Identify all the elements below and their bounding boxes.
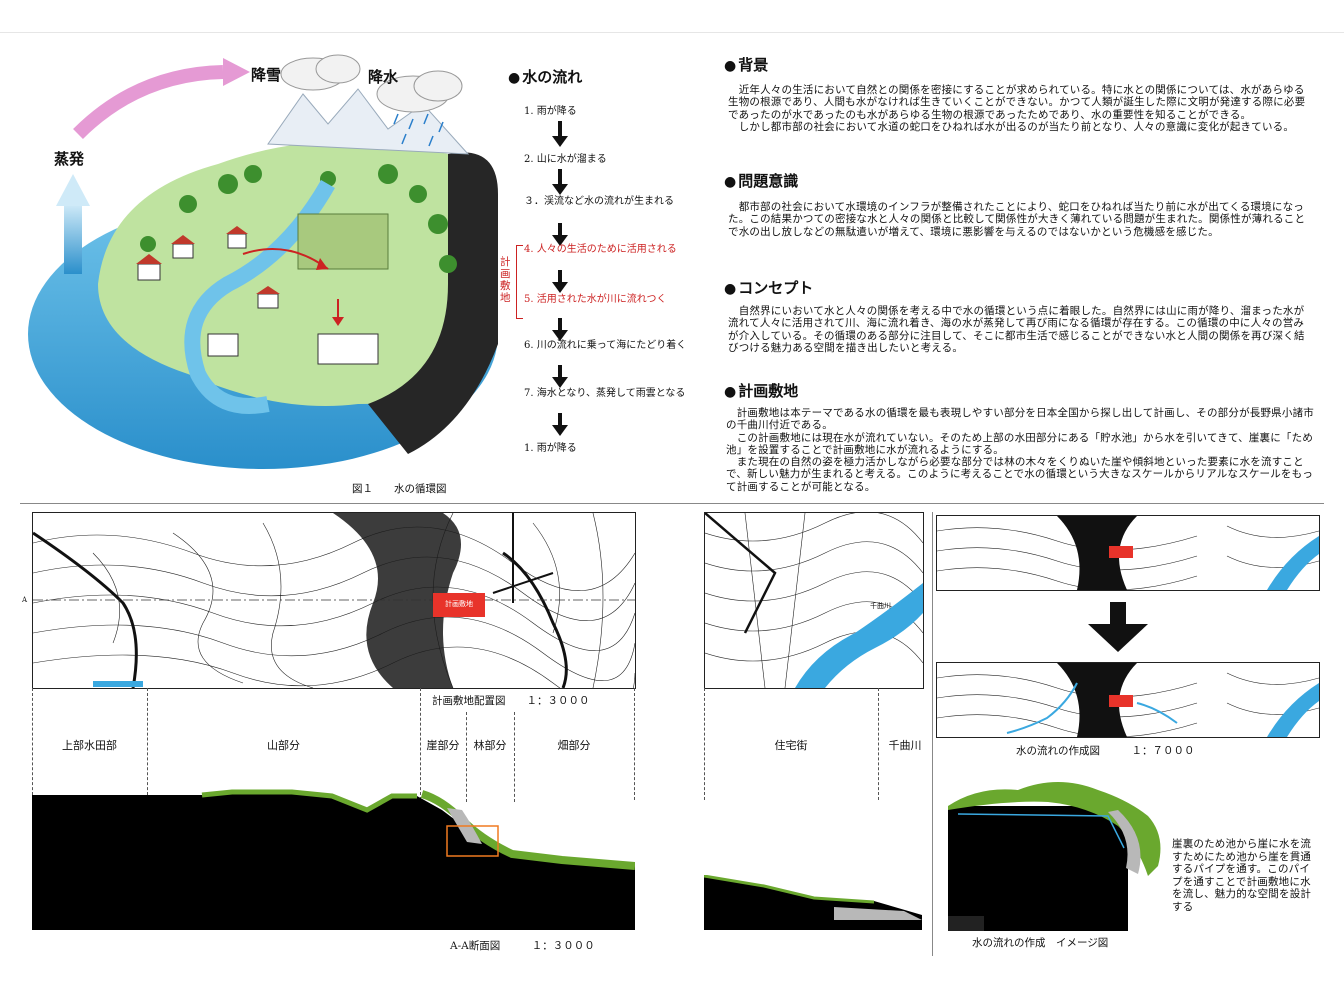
bullet-icon: ● — [724, 281, 737, 297]
snow-label: 降雪 — [251, 66, 282, 84]
flow-step-5: 5. 活用された水が川に流れつく — [524, 294, 667, 305]
zone-divider — [420, 688, 422, 800]
rain-label: 降水 — [368, 68, 399, 86]
flow-step-1: 1. 雨が降る — [524, 106, 577, 117]
issue-title-text: 問題意識 — [738, 172, 799, 190]
down-arrow-icon — [558, 413, 562, 427]
issue-title: ● 問題意識 — [724, 170, 798, 191]
flow-step-6: 6. 川の流れに乗って海にたどり着く — [524, 340, 687, 351]
zone-divider — [514, 712, 516, 802]
down-arrow-head-icon — [552, 136, 568, 147]
down-arrow-icon — [558, 169, 562, 185]
concept-text: 自然界にいおいて水と人々の関係を考える中で水の循環という点に着眼した。自然界には… — [728, 305, 1305, 354]
flow-map-before — [936, 515, 1320, 591]
concept-title: ● コンセプト — [724, 277, 813, 298]
image-view-text: 崖裏のため池から崖に水を流すためにため池から崖を貫通するパイプを通す。このパイプ… — [1172, 838, 1312, 913]
flow-step-2: 2. 山に水が溜まる — [524, 154, 607, 165]
down-arrow-head-icon — [552, 184, 568, 195]
zone-divider — [32, 688, 34, 800]
site-text: 計画敷地は本テーマである水の循環を最も表現しやすい部分を日本全国から探し出して計… — [726, 407, 1314, 493]
bullet-icon: ● — [724, 384, 737, 400]
zone-divider — [466, 712, 468, 802]
zone-label: 上部水田部 — [62, 739, 117, 752]
river-map: 千曲川 — [704, 512, 924, 689]
image-view-drawing — [948, 776, 1166, 931]
site-plan-caption: 計画敷地配置図 １：３０００ — [432, 695, 590, 707]
top-bar — [0, 0, 1344, 33]
bullet-icon: ● — [724, 174, 737, 190]
zone-label: 住宅街 — [774, 739, 808, 752]
divider-vertical — [932, 512, 933, 956]
down-arrow-icon — [558, 223, 562, 237]
section-caption: A-A断面図 １：３０００ — [450, 940, 595, 952]
down-arrow-icon — [558, 121, 562, 137]
concept-title-text: コンセプト — [738, 279, 814, 297]
site-label: 計画敷地 — [445, 600, 473, 608]
bullet-icon: ● — [724, 58, 737, 74]
site-bracket — [516, 245, 523, 319]
site-title-text: 計画敷地 — [738, 382, 799, 400]
zone-label: 山部分 — [267, 739, 300, 752]
zone-label: 崖部分 — [426, 739, 460, 752]
river-label: 千曲川 — [870, 602, 891, 610]
zone-divider — [878, 688, 880, 800]
flow-title: ● 水の流れ — [508, 66, 582, 87]
background-text: 近年人々の生活において自然との関係を密接にすることが求められている。特に水との関… — [728, 84, 1306, 133]
down-arrow-icon — [558, 365, 562, 379]
section-marker: A — [22, 596, 28, 604]
down-arrow-head-icon — [552, 282, 568, 293]
down-arrow-icon — [558, 318, 562, 332]
down-arrow-head-icon — [1088, 624, 1148, 652]
section-drawing-river — [703, 874, 922, 930]
flow-map-after — [936, 662, 1320, 738]
evaporation-label: 蒸発 — [54, 150, 85, 168]
water-cycle-caption: 図１ 水の循環図 — [352, 483, 447, 495]
flow-title-text: 水の流れ — [522, 68, 583, 86]
zone-divider — [704, 688, 706, 800]
issue-text: 都市部の社会において水環境のインフラが整備されたことにより、蛇口をひねれば当たり… — [728, 201, 1306, 238]
image-view-caption: 水の流れの作成 イメージ図 — [972, 937, 1109, 949]
background-title-text: 背景 — [738, 56, 769, 74]
site-plan-map: 計画敷地 — [32, 512, 636, 689]
down-arrow-head-icon — [552, 377, 568, 388]
divider — [20, 503, 1324, 504]
flow-steps: 1. 雨が降る 2. 山に水が溜まる ３．渓流など水の流れが生まれる 4. 人々… — [524, 104, 694, 460]
zone-divider — [147, 688, 149, 800]
section-drawing — [32, 780, 636, 930]
bracket-label: 計画敷地 — [500, 256, 511, 304]
down-arrow-icon — [1110, 602, 1126, 624]
flow-step-3: ３．渓流など水の流れが生まれる — [524, 196, 674, 207]
zone-label: 畑部分 — [557, 739, 591, 752]
down-arrow-head-icon — [552, 330, 568, 341]
zone-divider — [634, 688, 636, 800]
down-arrow-head-icon — [552, 235, 568, 246]
flow-step-7: 7. 海水となり、蒸発して雨雲となる — [524, 388, 686, 399]
background-title: ● 背景 — [724, 54, 768, 75]
zone-label: 千曲川 — [888, 739, 922, 752]
down-arrow-head-icon — [552, 425, 568, 436]
bullet-icon: ● — [508, 70, 521, 86]
zone-label: 林部分 — [473, 739, 507, 752]
water-cycle-illustration: 降雪 降水 蒸発 — [28, 44, 508, 474]
flow-map-caption: 水の流れの作成図 １：７０００ — [1016, 745, 1195, 757]
down-arrow-icon — [558, 270, 562, 284]
flow-step-8: 1. 雨が降る — [524, 443, 577, 454]
site-title: ● 計画敷地 — [724, 380, 798, 401]
flow-step-4: 4. 人々の生活のために活用される — [524, 244, 677, 255]
